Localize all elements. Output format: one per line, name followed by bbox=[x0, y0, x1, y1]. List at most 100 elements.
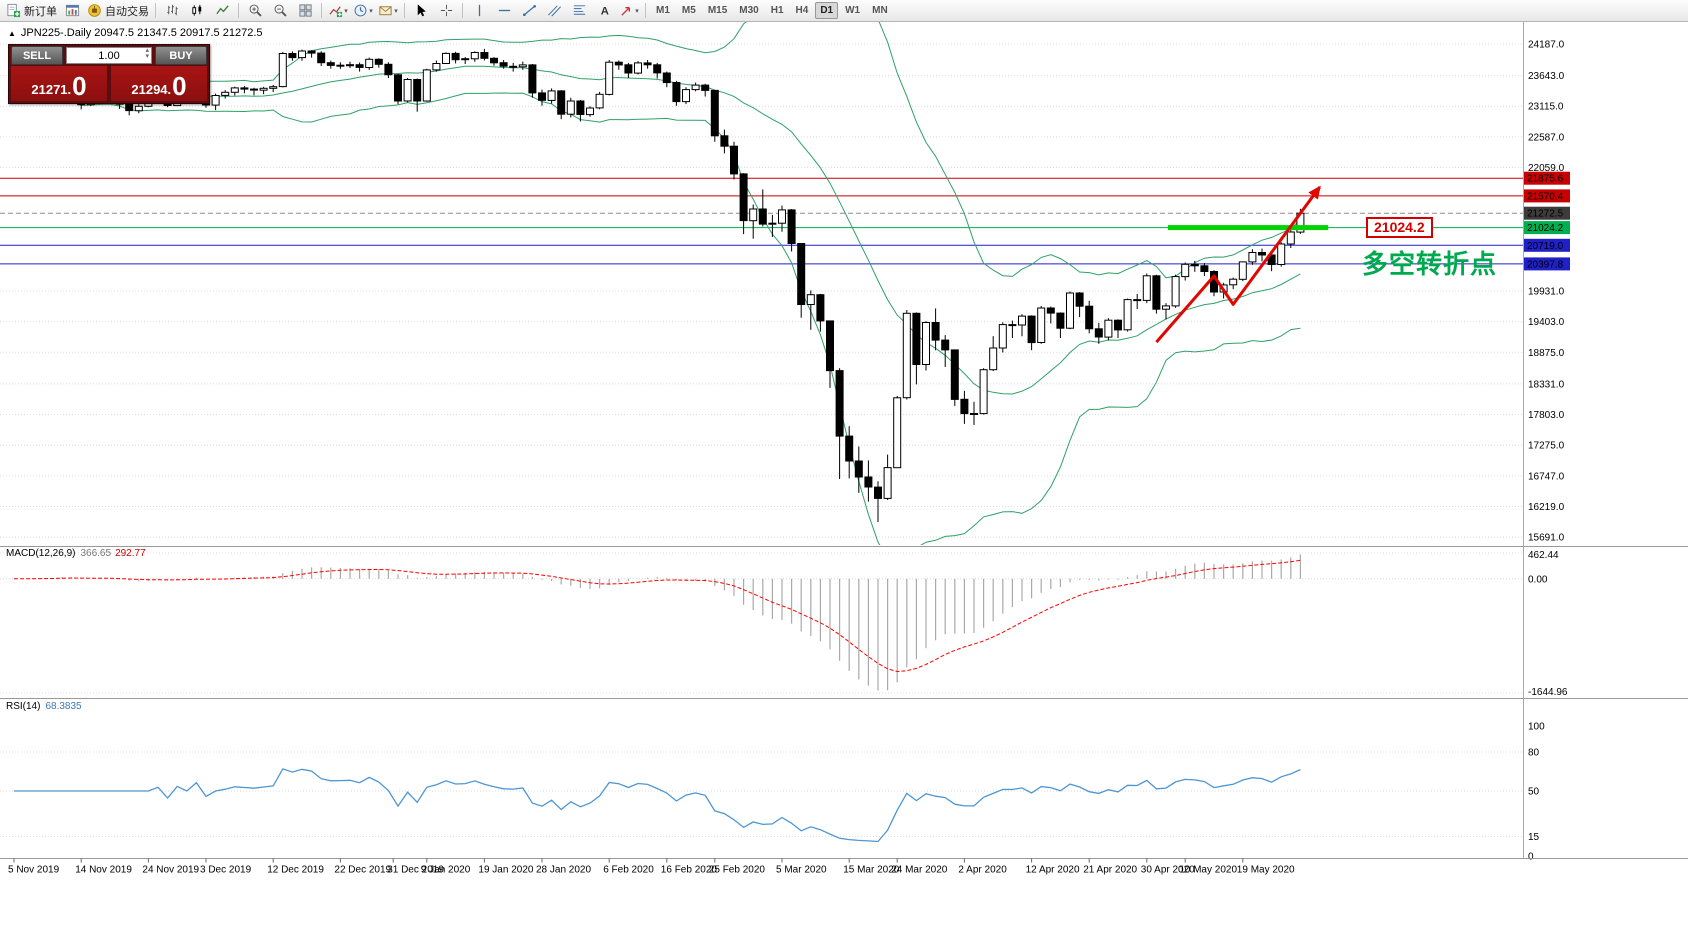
horizontal-line-button[interactable] bbox=[492, 2, 516, 20]
fibonacci-button[interactable] bbox=[567, 2, 591, 20]
price-axis-label: 18331.0 bbox=[1528, 379, 1565, 390]
candlestick-chart-button[interactable] bbox=[185, 2, 209, 20]
sell-button[interactable]: SELL bbox=[11, 46, 63, 65]
candle-body bbox=[1190, 263, 1199, 267]
volume-input[interactable]: 1.00 ▴ ▾ bbox=[66, 47, 152, 64]
candle-body bbox=[422, 69, 431, 102]
support-level-segment[interactable] bbox=[1167, 225, 1329, 231]
date-axis-label: 28 Jan 2020 bbox=[536, 865, 591, 876]
crosshair-button[interactable] bbox=[434, 2, 458, 20]
bollinger-middle-band bbox=[13, 65, 1301, 395]
candle-body bbox=[125, 103, 134, 112]
buy-price[interactable]: 21294. 0 bbox=[111, 66, 207, 101]
candle-body bbox=[1258, 252, 1266, 256]
timeframe-m1[interactable]: M1 bbox=[656, 5, 670, 16]
candle-body bbox=[1018, 315, 1026, 326]
turning-point-annotation[interactable]: 多空转折点 bbox=[1362, 249, 1498, 279]
date-axis-label: 2 Apr 2020 bbox=[958, 865, 1007, 876]
buy-price-pips: 0 bbox=[172, 71, 187, 101]
price-tag bbox=[1524, 171, 1570, 185]
chart-window-icon bbox=[65, 4, 79, 17]
candle-body bbox=[1008, 324, 1017, 327]
candle-body bbox=[778, 209, 786, 224]
volume-up-icon[interactable]: ▴ bbox=[145, 47, 149, 54]
crosshair-icon bbox=[440, 4, 452, 17]
candle-body bbox=[1238, 261, 1247, 280]
candle-body bbox=[1085, 305, 1094, 330]
candle-body bbox=[547, 90, 556, 101]
candle-body bbox=[634, 62, 642, 74]
price-tag-label: 21875.6 bbox=[1527, 174, 1564, 185]
trend-arrow[interactable] bbox=[1155, 185, 1321, 344]
charts-button[interactable] bbox=[60, 2, 84, 20]
candle-body bbox=[394, 74, 402, 102]
candle-body bbox=[922, 322, 930, 365]
cursor-button[interactable] bbox=[409, 2, 433, 20]
timeframe-d1[interactable]: D1 bbox=[815, 2, 839, 19]
channel-button[interactable] bbox=[542, 2, 566, 20]
volume-stepper[interactable]: ▴ ▾ bbox=[145, 47, 149, 60]
date-axis-label: 24 Nov 2019 bbox=[142, 865, 199, 876]
chart-canvas[interactable]: 24187.0 23643.0 23115.0 22587.0 22059.0 19931… bbox=[0, 22, 1688, 943]
templates-button[interactable]: ▾ bbox=[376, 2, 400, 20]
level-annotation[interactable]: 21024.2 bbox=[1366, 217, 1433, 238]
buy-price-main: 21294. bbox=[131, 82, 172, 97]
volume-down-icon[interactable]: ▾ bbox=[145, 53, 149, 60]
tile-windows-icon bbox=[298, 4, 312, 17]
date-axis-label: 10 May 2020 bbox=[1179, 865, 1237, 876]
candle-body bbox=[941, 339, 950, 351]
candle-body bbox=[278, 53, 287, 88]
zoom-out-button[interactable] bbox=[268, 2, 292, 20]
candle-body bbox=[1046, 307, 1055, 314]
candle-body bbox=[624, 64, 633, 74]
buy-button[interactable]: BUY bbox=[155, 46, 207, 65]
candle-body bbox=[307, 50, 316, 54]
candle-body bbox=[758, 208, 767, 225]
candle-body bbox=[1066, 292, 1074, 329]
candle-body bbox=[730, 145, 738, 175]
zoom-in-button[interactable] bbox=[243, 2, 267, 20]
new-order-button[interactable]: 新订单 bbox=[4, 2, 59, 20]
candle-body bbox=[317, 52, 326, 64]
trendline-icon bbox=[522, 4, 536, 17]
candle-body bbox=[499, 62, 508, 67]
text-tool-button[interactable]: A bbox=[592, 2, 616, 20]
candle-body bbox=[1094, 328, 1103, 338]
timeframe-w1[interactable]: W1 bbox=[845, 5, 861, 16]
timeframe-h4[interactable]: H4 bbox=[795, 5, 809, 16]
toolbar: 新订单 自动交易 ▾ bbox=[0, 0, 1688, 22]
candle-body bbox=[749, 208, 758, 222]
candle-body bbox=[1277, 243, 1286, 265]
date-axis-label: 12 Apr 2020 bbox=[1026, 865, 1080, 876]
collapse-panel-icon[interactable]: ▲ bbox=[8, 29, 16, 38]
date-axis-label: 9 Jan 2020 bbox=[421, 865, 471, 876]
macd-name: MACD(12,26,9) bbox=[6, 548, 76, 559]
date-axis-label: 22 Dec 2019 bbox=[334, 865, 391, 876]
timeframe-m5[interactable]: M5 bbox=[681, 5, 696, 16]
timeframe-m15[interactable]: M15 bbox=[707, 5, 728, 16]
timeframe-mn[interactable]: MN bbox=[872, 5, 888, 16]
indicators-button[interactable]: ▾ bbox=[326, 2, 350, 20]
candle-body bbox=[336, 64, 345, 67]
candle-body bbox=[806, 294, 815, 306]
autotrading-button[interactable]: 自动交易 bbox=[85, 2, 151, 20]
tile-windows-button[interactable] bbox=[293, 2, 317, 20]
timeframe-m30[interactable]: M30 bbox=[739, 5, 759, 16]
sell-price[interactable]: 21271. 0 bbox=[11, 66, 107, 101]
candle-body bbox=[1056, 312, 1065, 329]
line-chart-button[interactable] bbox=[210, 2, 234, 20]
candle-body bbox=[874, 486, 882, 499]
autotrading-label: 自动交易 bbox=[105, 5, 149, 18]
arrows-tool-button[interactable]: ▾ bbox=[617, 2, 641, 20]
trendline-button[interactable] bbox=[517, 2, 541, 20]
timeframe-h1[interactable]: H1 bbox=[770, 5, 784, 16]
clock-icon bbox=[354, 4, 367, 17]
macd-value-signal: 292.77 bbox=[115, 548, 146, 559]
zoom-in-icon bbox=[249, 4, 262, 17]
candle-body bbox=[854, 460, 863, 478]
vertical-line-button[interactable] bbox=[467, 2, 491, 20]
bar-chart-button[interactable] bbox=[160, 2, 184, 20]
volume-value: 1.00 bbox=[98, 49, 120, 62]
periods-button[interactable]: ▾ bbox=[351, 2, 375, 20]
rsi-axis-label: 0 bbox=[1528, 852, 1534, 863]
